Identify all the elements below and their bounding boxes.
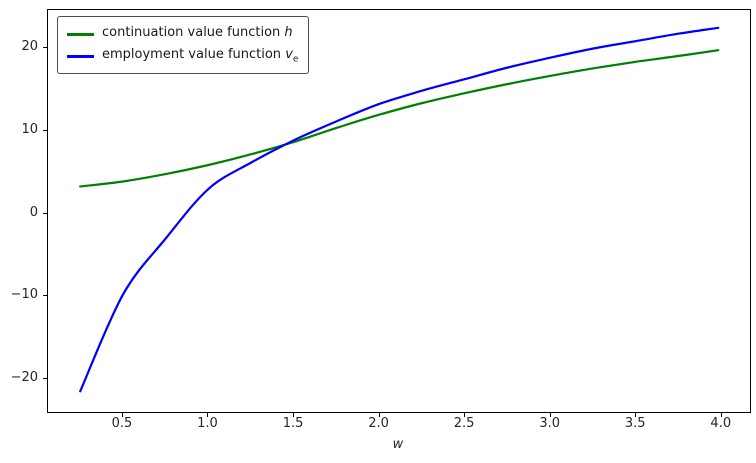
plot-area: [47, 9, 751, 413]
x-tick-label: 0.5: [111, 416, 133, 431]
y-tick-label: 10: [21, 122, 38, 138]
y-tick-mark: [43, 295, 47, 297]
x-tick-mark: [121, 413, 123, 417]
x-tick-label: 2.5: [453, 416, 475, 431]
x-tick-label: 3.0: [539, 416, 561, 431]
legend: continuation value function h employment…: [57, 16, 310, 74]
x-tick-mark: [720, 413, 722, 417]
y-tick-mark: [43, 47, 47, 49]
y-tick-mark: [43, 377, 47, 379]
y-tick-label: −20: [10, 369, 38, 385]
series-line-ve: [79, 26, 720, 393]
x-tick-mark: [549, 413, 551, 417]
x-tick-mark: [378, 413, 380, 417]
x-axis-label: w: [392, 437, 404, 452]
x-tick-mark: [207, 413, 209, 417]
legend-label-ve: employment value function ve: [102, 47, 299, 65]
legend-item-h: continuation value function h: [67, 23, 298, 45]
x-tick-label: 4.0: [710, 416, 732, 431]
x-tick-mark: [293, 413, 295, 417]
y-tick-label: 0: [29, 204, 38, 220]
y-tick-label: −10: [10, 287, 38, 303]
legend-label-h: continuation value function h: [102, 25, 293, 41]
series-line-h: [79, 49, 720, 188]
x-tick-label: 3.5: [624, 416, 646, 431]
legend-item-ve: employment value function ve: [67, 45, 298, 67]
x-tick-mark: [635, 413, 637, 417]
x-tick-label: 1.0: [197, 416, 218, 431]
x-tick-label: 2.0: [368, 416, 389, 431]
legend-line-h: [67, 32, 94, 36]
x-tick-label: 1.5: [282, 416, 304, 431]
chart-canvas: [79, 26, 720, 393]
y-tick-label: 20: [21, 39, 38, 55]
y-tick-mark: [43, 130, 47, 132]
x-tick-mark: [464, 413, 466, 417]
legend-line-ve: [67, 54, 94, 58]
y-tick-mark: [43, 212, 47, 214]
